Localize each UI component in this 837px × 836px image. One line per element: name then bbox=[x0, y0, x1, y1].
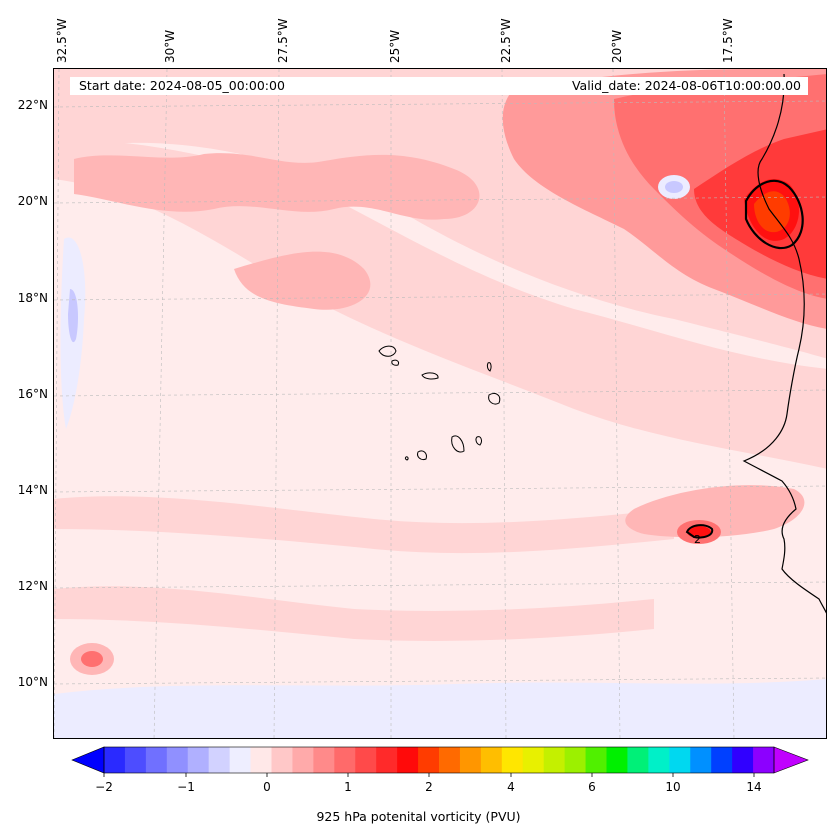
colorbar-cell bbox=[753, 747, 775, 773]
lat-label: 20°N bbox=[17, 194, 48, 208]
lat-label: 22°N bbox=[17, 98, 48, 112]
colorbar-cell bbox=[292, 747, 314, 773]
lat-label: 12°N bbox=[17, 579, 48, 593]
pv-region-blue-west-core bbox=[68, 289, 78, 343]
contour-2-pvu-ne bbox=[744, 179, 804, 250]
colorbar-cell bbox=[585, 747, 607, 773]
pv-region-pink-south-2 bbox=[54, 586, 654, 641]
colorbar-cell bbox=[459, 747, 482, 773]
gridlines bbox=[54, 69, 826, 738]
colorbar-tick-label: 1 bbox=[344, 780, 352, 794]
colorbar-cell bbox=[711, 747, 733, 773]
colorbar-cell bbox=[418, 747, 440, 773]
map-frame: 2 bbox=[53, 68, 827, 739]
colorbar-tick-label: −2 bbox=[95, 780, 113, 794]
colorbar-cell bbox=[439, 747, 461, 773]
pv-field-map: 2 bbox=[54, 69, 826, 738]
island-sao-nicolau bbox=[421, 372, 439, 380]
colorbar-tick-label: 0 bbox=[263, 780, 271, 794]
island-fogo bbox=[417, 450, 427, 460]
colorbar-cell bbox=[355, 747, 377, 773]
colorbar-cell bbox=[145, 747, 168, 773]
pv-region-orange-core bbox=[754, 191, 790, 233]
colorbar-cell bbox=[543, 747, 566, 773]
pv-region-pink-north bbox=[74, 153, 480, 220]
colorbar-cell bbox=[271, 747, 293, 773]
colorbar-cell bbox=[627, 747, 649, 773]
colorbar-cell bbox=[690, 747, 712, 773]
colorbar-cell bbox=[166, 747, 189, 773]
colorbar-cell bbox=[124, 747, 147, 773]
colorbar-tick-label: 10 bbox=[665, 780, 681, 794]
colorbar-cell bbox=[187, 747, 210, 773]
pv-region-red-sw bbox=[81, 651, 103, 667]
colorbar-tick-label: 6 bbox=[588, 780, 596, 794]
colorbar-cell bbox=[669, 747, 691, 773]
colorbar-ticks bbox=[103, 773, 755, 777]
colorbar-tick-label: 4 bbox=[507, 780, 515, 794]
colorbar-cell bbox=[606, 747, 628, 773]
island-santiago bbox=[451, 435, 465, 453]
pv-region-blue-south bbox=[54, 679, 826, 738]
colorbar-cell bbox=[501, 747, 524, 773]
island-boa-vista bbox=[488, 392, 501, 405]
colorbar-cell bbox=[104, 747, 126, 773]
colorbar-cell bbox=[376, 747, 398, 773]
contour-label: 2 bbox=[694, 533, 701, 546]
colorbar-cell bbox=[229, 747, 252, 773]
pv-region-blue-ne-core bbox=[665, 181, 683, 193]
colorbar-cell bbox=[334, 747, 356, 773]
colorbar-cell bbox=[522, 747, 545, 773]
start-date-label: Start date: 2024-08-05_00:00:00 bbox=[79, 78, 285, 93]
pv-region-pink-south-1 bbox=[54, 496, 674, 554]
island-maio bbox=[475, 436, 482, 446]
colorbar-cell bbox=[648, 747, 670, 773]
colorbar-cell bbox=[480, 747, 503, 773]
colorbar-cell bbox=[397, 747, 419, 773]
pv-region-salmon-se bbox=[625, 485, 805, 538]
contour-2-pvu-se bbox=[685, 524, 714, 539]
colorbar-outline bbox=[103, 746, 775, 774]
lat-label: 18°N bbox=[17, 291, 48, 305]
colorbar-tick-label: 2 bbox=[425, 780, 433, 794]
colorbar-tick-label: 14 bbox=[746, 780, 762, 794]
island-sao-vicente bbox=[391, 359, 399, 366]
pv-region-pink-mid bbox=[234, 251, 371, 310]
colorbar-cell bbox=[250, 747, 272, 773]
colorbar-title: 925 hPa potenital vorticity (PVU) bbox=[316, 809, 521, 824]
colorbar-cell bbox=[564, 747, 587, 773]
lat-label: 14°N bbox=[17, 483, 48, 497]
colorbar-cell bbox=[208, 747, 231, 773]
island-sal bbox=[486, 362, 492, 372]
colorbar-cells bbox=[104, 747, 775, 773]
lat-label: 10°N bbox=[17, 675, 48, 689]
pv-region-light-pink-band bbox=[54, 139, 826, 469]
island-santo-antao bbox=[378, 345, 397, 357]
colorbar-tick-label: −1 bbox=[177, 780, 195, 794]
colorbar-extend-right bbox=[773, 746, 809, 774]
colorbar-cell bbox=[313, 747, 335, 773]
lat-label: 16°N bbox=[17, 387, 48, 401]
colorbar-cell bbox=[732, 747, 754, 773]
colorbar bbox=[71, 746, 809, 777]
info-bar bbox=[70, 77, 808, 95]
island-brava bbox=[404, 456, 409, 461]
colorbar-extend-left bbox=[71, 746, 105, 774]
valid-date-label: Valid_date: 2024-08-06T10:00:00.00 bbox=[571, 78, 801, 93]
pv-region-red-se-core bbox=[687, 526, 711, 538]
coastline-africa bbox=[742, 73, 826, 614]
